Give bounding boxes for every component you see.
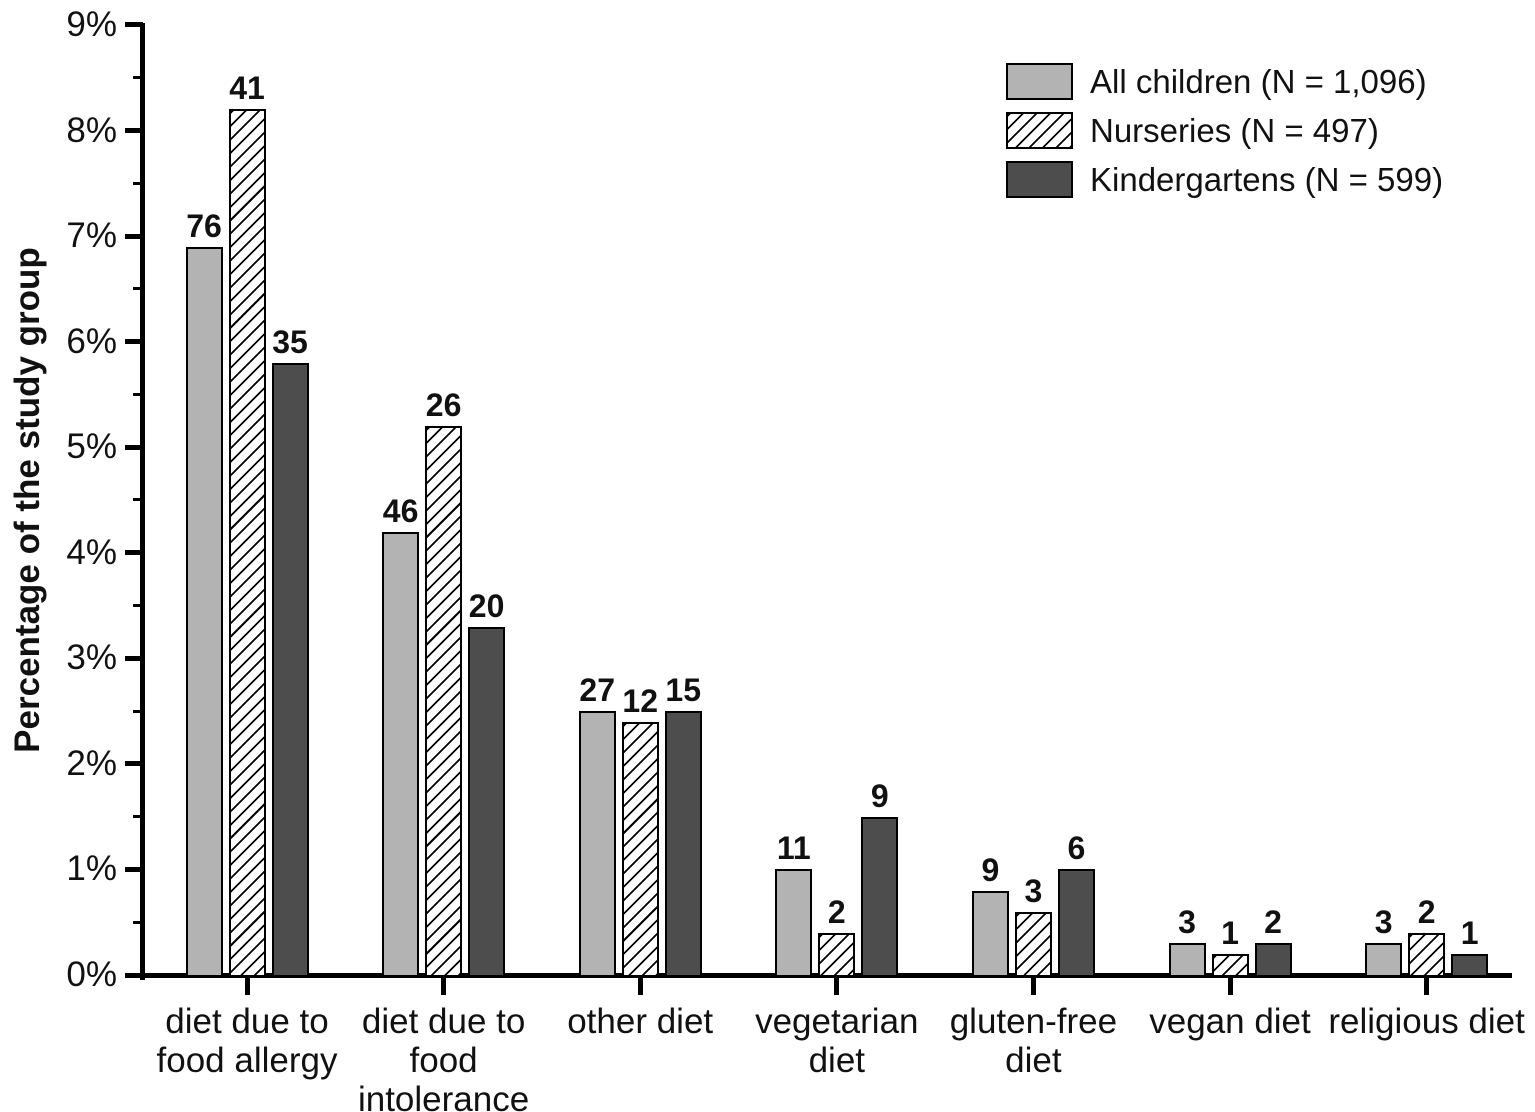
bar-value-label: 26 xyxy=(425,387,462,424)
legend-item-nurseries: Nurseries (N = 497) xyxy=(1006,106,1443,155)
legend-label-kindergartens: Kindergartens (N = 599) xyxy=(1090,161,1444,198)
x-category-tick xyxy=(1030,977,1036,995)
bar-value-label: 2 xyxy=(1264,904,1282,941)
bar-nurseries-vegetarian-diet xyxy=(818,932,856,977)
x-category-label-vegetarian-diet: vegetarian diet xyxy=(755,1002,919,1080)
bar-all-children-religious-diet xyxy=(1365,943,1403,977)
bar-nurseries-diet-due-to-food-allergy xyxy=(228,109,266,977)
y-major-tick xyxy=(125,550,143,556)
y-major-tick xyxy=(125,444,143,450)
y-axis-line xyxy=(140,23,145,980)
bar-value-label: 3 xyxy=(1024,872,1043,909)
bar-value-label: 1 xyxy=(1221,914,1239,951)
y-minor-tick xyxy=(133,287,143,291)
legend: All children (N = 1,096) Nurseries (N = … xyxy=(1006,57,1443,204)
bar-value-label: 9 xyxy=(981,851,1000,888)
bar-value-label: 3 xyxy=(1374,904,1393,941)
y-minor-tick xyxy=(133,498,143,502)
bar-nurseries-gluten-free-diet xyxy=(1014,911,1052,977)
y-major-tick xyxy=(125,339,143,345)
y-tick-label: 7% xyxy=(66,216,117,256)
y-major-tick xyxy=(125,22,143,28)
x-category-tick xyxy=(441,977,447,995)
legend-label-all-children: All children (N = 1,096) xyxy=(1090,63,1427,100)
bar-kindergartens-vegetarian-diet xyxy=(861,816,899,977)
y-major-tick xyxy=(125,233,143,239)
y-major-tick xyxy=(125,128,143,134)
y-minor-tick xyxy=(133,392,143,396)
bar-value-label: 76 xyxy=(186,207,222,244)
y-tick-label: 6% xyxy=(66,321,117,361)
bar-nurseries-vegan-diet xyxy=(1211,953,1249,977)
bar-nurseries-diet-due-to-food-intolerance xyxy=(425,426,463,977)
y-tick-label: 5% xyxy=(66,427,117,467)
x-category-tick xyxy=(637,977,643,995)
x-category-tick xyxy=(1227,977,1233,995)
x-category-tick xyxy=(1424,977,1430,995)
x-category-label-vegan-diet: vegan diet xyxy=(1149,1002,1311,1041)
x-category-label-diet-due-to-food-intolerance: diet due to food intolerance xyxy=(357,1002,530,1112)
bar-value-label: 6 xyxy=(1067,830,1086,867)
y-major-tick xyxy=(125,866,143,872)
x-category-label-religious-diet: religious diet xyxy=(1328,1002,1525,1041)
y-minor-tick xyxy=(133,920,143,924)
bar-value-label: 2 xyxy=(827,893,846,930)
bar-nurseries-other-diet xyxy=(621,721,659,977)
bar-value-label: 11 xyxy=(776,830,811,867)
bar-kindergartens-diet-due-to-food-intolerance xyxy=(468,626,506,977)
bar-value-label: 27 xyxy=(579,672,615,709)
y-minor-tick xyxy=(133,709,143,713)
y-minor-tick xyxy=(133,604,143,608)
bar-all-children-vegetarian-diet xyxy=(775,869,813,977)
legend-label-nurseries: Nurseries (N = 497) xyxy=(1090,112,1379,149)
x-category-label-other-diet: other diet xyxy=(567,1002,714,1041)
legend-swatch-all-children xyxy=(1006,63,1073,100)
bar-value-label: 20 xyxy=(468,587,505,624)
bar-all-children-gluten-free-diet xyxy=(971,890,1009,977)
legend-item-all-children: All children (N = 1,096) xyxy=(1006,57,1443,106)
bar-kindergartens-gluten-free-diet xyxy=(1057,869,1095,977)
bar-value-label: 1 xyxy=(1460,914,1479,951)
x-category-label-gluten-free-diet: gluten-free diet xyxy=(949,1002,1118,1080)
y-tick-label: 3% xyxy=(66,638,117,678)
bar-value-label: 15 xyxy=(665,672,701,709)
bar-kindergartens-diet-due-to-food-allergy xyxy=(271,362,309,977)
y-tick-label: 9% xyxy=(66,4,117,44)
y-major-tick xyxy=(125,761,143,767)
bar-value-label: 35 xyxy=(272,323,308,360)
y-tick-label: 4% xyxy=(66,532,117,572)
legend-swatch-nurseries xyxy=(1006,112,1073,149)
bar-value-label: 9 xyxy=(870,777,889,814)
bar-value-label: 46 xyxy=(382,492,419,529)
y-major-tick xyxy=(125,655,143,661)
x-category-tick xyxy=(244,977,250,995)
bar-all-children-diet-due-to-food-allergy xyxy=(185,246,223,977)
legend-item-kindergartens: Kindergartens (N = 599) xyxy=(1006,155,1443,204)
bar-all-children-other-diet xyxy=(578,711,616,977)
y-major-tick xyxy=(125,972,143,978)
y-minor-tick xyxy=(133,181,143,185)
bar-value-label: 41 xyxy=(229,70,265,107)
y-tick-label: 2% xyxy=(66,743,117,783)
bar-nurseries-religious-diet xyxy=(1408,932,1446,977)
y-tick-label: 0% xyxy=(66,955,117,994)
legend-swatch-kindergartens xyxy=(1006,161,1073,198)
bar-value-label: 2 xyxy=(1417,893,1436,930)
y-minor-tick xyxy=(133,815,143,819)
y-tick-label: 1% xyxy=(66,849,117,889)
bar-all-children-vegan-diet xyxy=(1168,943,1206,977)
bar-value-label: 12 xyxy=(622,682,658,719)
bar-kindergartens-other-diet xyxy=(664,711,702,977)
y-minor-tick xyxy=(133,76,143,80)
bar-all-children-diet-due-to-food-intolerance xyxy=(382,531,420,977)
bar-kindergartens-vegan-diet xyxy=(1254,943,1292,977)
bar-value-label: 3 xyxy=(1178,904,1196,941)
x-category-tick xyxy=(834,977,840,995)
bar-kindergartens-religious-diet xyxy=(1451,953,1489,977)
y-tick-label: 8% xyxy=(66,110,117,150)
x-category-label-diet-due-to-food-allergy: diet due to food allergy xyxy=(156,1002,338,1080)
